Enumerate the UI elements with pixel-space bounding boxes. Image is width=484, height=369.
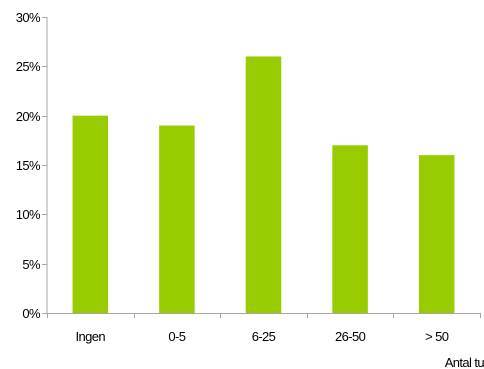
- x-tick-label: 6-25: [252, 329, 276, 344]
- bars: [72, 56, 455, 314]
- bar-1: [159, 125, 195, 314]
- bar-4: [418, 155, 455, 313]
- x-axis-title: Antal tu: [445, 355, 484, 369]
- y-tick-label: 20%: [16, 109, 41, 124]
- y-tick-label: 30%: [16, 10, 41, 25]
- y-tick-label: 5%: [22, 257, 41, 272]
- bar-0: [72, 115, 109, 314]
- y-tick-label: 0%: [22, 306, 41, 321]
- x-tick-label: 26-50: [335, 329, 366, 344]
- y-tick-label: 10%: [16, 207, 41, 222]
- x-tick-label: Ingen: [76, 329, 106, 344]
- bar-2: [245, 56, 282, 313]
- x-tick-label: > 50: [425, 329, 449, 344]
- x-axis: Ingen 0-5 6-25 26-50 > 50: [47, 313, 481, 344]
- y-tick-label: 15%: [16, 158, 41, 173]
- x-tick-label: 0-5: [168, 329, 185, 344]
- y-tick-label: 25%: [16, 59, 41, 74]
- bar-3: [332, 145, 368, 313]
- y-axis: 0% 5% 10% 15% 20% 25% 30%: [16, 10, 48, 321]
